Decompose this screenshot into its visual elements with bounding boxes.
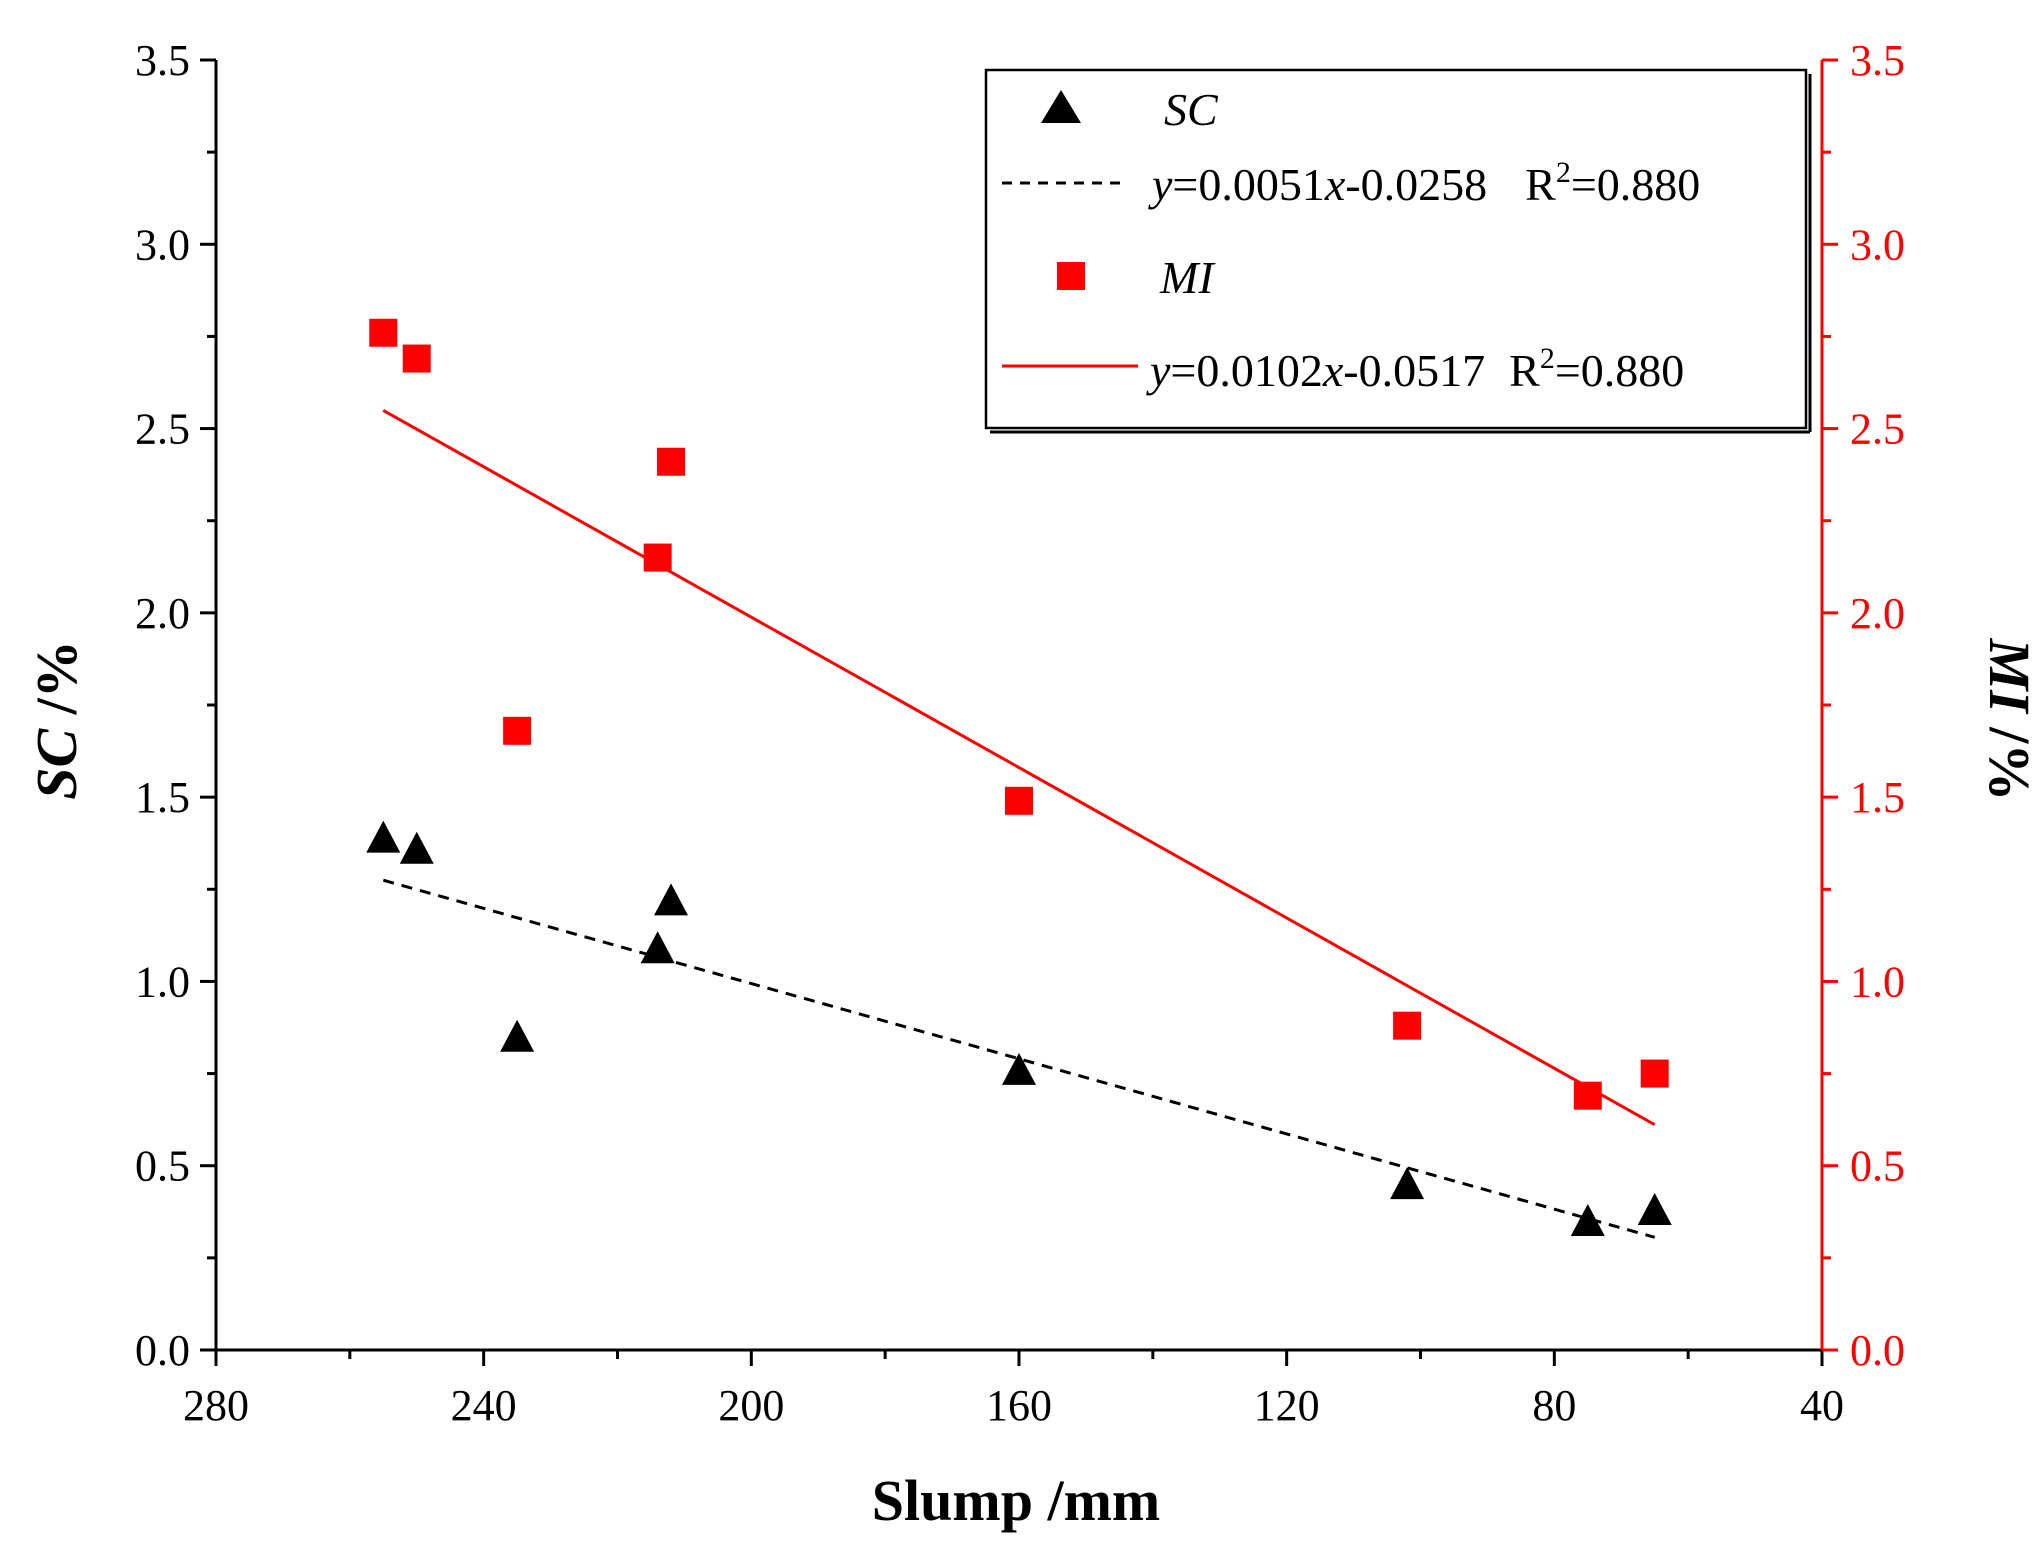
point-sc	[1637, 1192, 1672, 1225]
y-left-tick-label: 0.0	[135, 1326, 190, 1375]
y-right-tick-label: 1.5	[1850, 773, 1905, 822]
point-mi	[657, 447, 686, 476]
point-sc	[640, 931, 675, 964]
x-tick-label: 200	[718, 1381, 784, 1430]
y-axis-title-left-var: SC	[24, 728, 89, 800]
point-mi	[369, 318, 398, 347]
y-left-tick-label: 2.5	[135, 405, 190, 454]
point-mi	[1573, 1081, 1602, 1110]
fit-lines	[382, 409, 1656, 1239]
data-markers	[366, 318, 1672, 1236]
legend-sc-fit-r: R	[1525, 159, 1556, 210]
legend-mi-fit-x: x	[1322, 345, 1344, 396]
axes-layer: 280 240 200 160 120 80 400.0 0.00.5 0.51.0 1.01.5…	[135, 36, 1905, 1430]
point-mi	[402, 344, 431, 373]
legend-box	[984, 68, 1808, 430]
legend: SC y=0.0051x-0.0258 R2=0.880 MI y=0.0102x…	[984, 68, 1812, 434]
point-mi	[1005, 786, 1033, 815]
legend-mi-marker	[1057, 262, 1085, 290]
legend-sc-fit-r-value: =0.880	[1571, 159, 1700, 210]
legend-mi-fit-y: y	[1146, 345, 1171, 396]
legend-mi-label: MI	[1159, 252, 1216, 303]
x-tick-label: 40	[1800, 1381, 1844, 1430]
point-sc	[654, 883, 689, 916]
y-right-tick-label: 2.0	[1850, 589, 1905, 638]
point-mi	[643, 543, 672, 572]
y-axis-title-right-var: MI	[1977, 638, 2032, 716]
y-right-tick-label: 0.5	[1850, 1142, 1905, 1191]
y-left-tick-label: 0.5	[135, 1142, 190, 1191]
point-sc	[500, 1019, 535, 1052]
legend-mi-fit-r-value: =0.880	[1555, 345, 1684, 396]
y-right-tick-label: 3.0	[1850, 220, 1905, 269]
legend-sc-marker	[1041, 90, 1081, 123]
legend-sc-fit-equation: y=0.0051x-0.0258 R2=0.880	[1148, 156, 1700, 210]
point-mi	[1640, 1059, 1669, 1088]
y-right-tick-label: 0.0	[1850, 1326, 1905, 1375]
point-sc	[1570, 1204, 1605, 1236]
point-sc	[1390, 1167, 1425, 1200]
legend-sc-fit-r-sup: 2	[1556, 156, 1571, 189]
legend-sc-fit-slope: =0.0051	[1172, 159, 1324, 210]
point-sc	[1002, 1052, 1036, 1085]
x-tick-label: 80	[1532, 1381, 1576, 1430]
legend-sc-fit-y: y	[1148, 159, 1173, 210]
legend-mi-fit-equation: y=0.0102x-0.0517 R2=0.880	[1146, 342, 1684, 396]
y-axis-title-left: SC /%	[24, 640, 89, 800]
legend-mi-fit-r: R	[1509, 345, 1540, 396]
y-left-tick-label: 3.0	[135, 220, 190, 269]
y-axis-title-left-unit: /%	[24, 640, 89, 729]
fit-line-mi	[382, 409, 1656, 1127]
y-axis-title-right: MI /%	[1977, 638, 2032, 802]
y-left-tick-label: 1.0	[135, 957, 190, 1006]
y-right-tick-label: 1.0	[1850, 957, 1905, 1006]
y-right-tick-label: 2.5	[1850, 405, 1905, 454]
y-left-tick-label: 2.0	[135, 589, 190, 638]
x-tick-label: 120	[1254, 1381, 1320, 1430]
legend-sc-fit-x: x	[1324, 159, 1346, 210]
point-sc	[366, 820, 401, 853]
x-axis-title: Slump /mm	[872, 1468, 1160, 1533]
y-axis-title-right-unit: /%	[1977, 713, 2032, 802]
point-mi	[1393, 1011, 1422, 1040]
point-mi	[503, 716, 532, 745]
legend-sc-fit-intercept: -0.0258	[1345, 159, 1487, 210]
legend-mi-fit-slope: =0.0102	[1170, 345, 1322, 396]
point-sc	[399, 831, 434, 864]
x-tick-label: 240	[451, 1381, 517, 1430]
y-left-tick-label: 3.5	[135, 36, 190, 85]
legend-mi-fit-r-sup: 2	[1540, 342, 1555, 375]
y-right-tick-label: 3.5	[1850, 36, 1905, 85]
legend-sc-label: SC	[1164, 84, 1219, 135]
y-left-tick-label: 1.5	[135, 773, 190, 822]
x-tick-label: 160	[986, 1381, 1052, 1430]
legend-mi-fit-intercept: -0.0517	[1343, 345, 1485, 396]
x-tick-label: 280	[183, 1381, 249, 1430]
